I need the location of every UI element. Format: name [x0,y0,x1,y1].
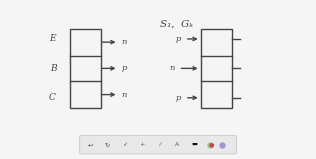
Text: ▬: ▬ [191,142,197,147]
Text: E: E [49,35,55,43]
Text: n: n [169,64,174,72]
Bar [201,29,232,108]
Text: ✓: ✓ [122,142,127,147]
Text: p: p [175,94,181,102]
Text: ↩: ↩ [88,142,93,147]
Text: B: B [50,64,57,73]
Text: A: A [175,142,179,147]
Bar [70,29,101,108]
FancyBboxPatch shape [80,135,236,154]
Text: n: n [122,91,127,99]
Text: ●: ● [209,142,215,147]
Text: +: + [140,142,145,147]
Text: S₁,  Gₖ: S₁, Gₖ [161,19,193,28]
Text: C: C [48,93,55,102]
Text: p: p [122,64,127,72]
Text: n: n [122,38,127,46]
Text: ↻: ↻ [105,142,110,147]
Text: ⁄: ⁄ [159,142,160,147]
Text: p: p [175,35,181,43]
